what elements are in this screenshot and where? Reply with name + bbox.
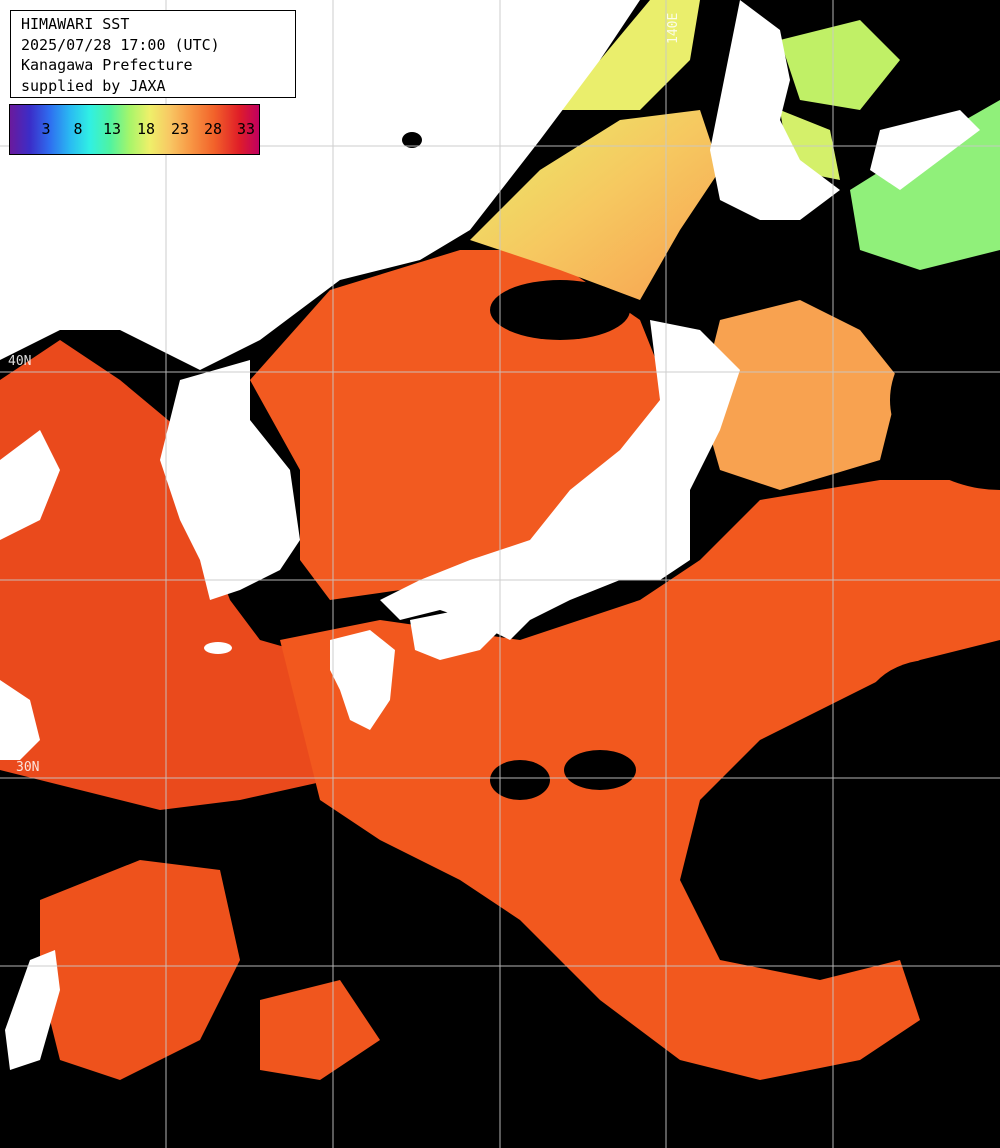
credit-label: supplied by JAXA <box>21 76 166 95</box>
map-title: HIMAWARI SST <box>21 15 130 33</box>
longitude-label-140e: 140E <box>666 12 681 44</box>
legend-tick: 8 <box>73 120 83 138</box>
datetime-stamp: 2025/07/28 17:00 (UTC) <box>21 35 220 54</box>
legend-tick: 3 <box>41 120 51 138</box>
latitude-label-30n: 30N <box>16 760 40 775</box>
info-box: HIMAWARI SST 2025/07/28 17:00 (UTC) Kana… <box>10 10 296 98</box>
legend-tick: 28 <box>203 120 223 138</box>
latitude-label-40n: 40N <box>8 354 32 369</box>
legend-tick: 18 <box>136 120 156 138</box>
cloud-patches <box>20 280 1000 1020</box>
legend-tick: 23 <box>170 120 190 138</box>
legend-tick: 33 <box>236 120 256 138</box>
region-label: Kanagawa Prefecture <box>21 56 193 74</box>
legend-tick: 13 <box>102 120 122 138</box>
temperature-legend: 3 8 13 18 23 28 33 <box>9 104 260 155</box>
